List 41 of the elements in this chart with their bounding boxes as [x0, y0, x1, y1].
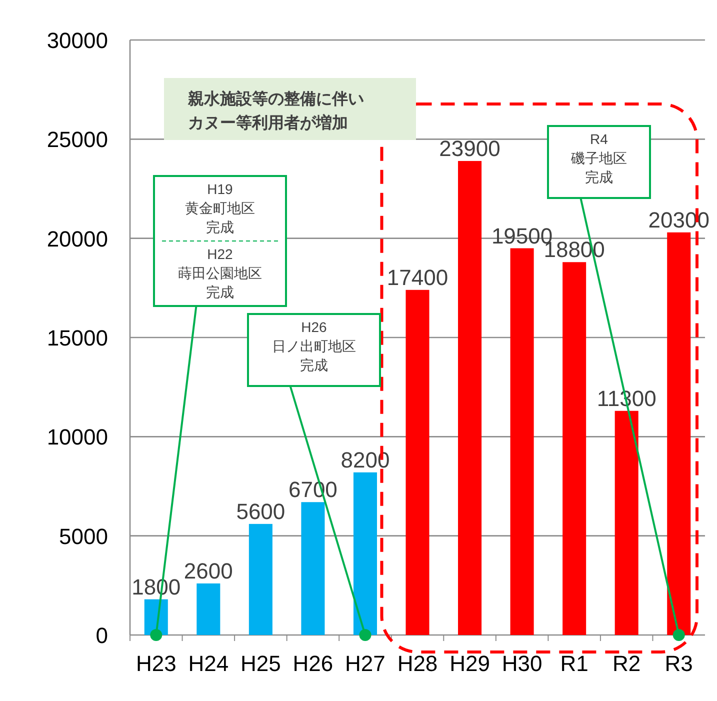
data-label: 23900	[439, 136, 500, 161]
x-tick-label: H27	[345, 651, 386, 676]
y-tick-label: 30000	[46, 28, 108, 53]
y-tick-label: 5000	[59, 524, 108, 549]
annotation: R4 磯子地区完成	[570, 131, 627, 185]
x-tick-label: H30	[502, 651, 542, 676]
bar	[562, 262, 586, 635]
note-box: 親水施設等の整備に伴いカヌー等利用者が増加	[164, 78, 416, 140]
y-tick-label: 15000	[46, 326, 108, 350]
y-tick-label: 25000	[46, 127, 108, 152]
callout-box: R4 磯子地区完成	[547, 125, 651, 199]
bar	[248, 524, 272, 635]
annotation: H22 蒔田公園地区完成	[178, 246, 262, 300]
annotation: H26 日ノ出町地区完成	[272, 319, 356, 373]
y-tick-label: 0	[96, 623, 108, 648]
x-tick-label: H23	[136, 651, 176, 676]
bar	[301, 502, 325, 635]
y-tick-label: 20000	[46, 226, 108, 252]
x-tick-label: R2	[612, 651, 641, 676]
x-tick-label: H24	[188, 651, 229, 676]
bar	[510, 248, 534, 635]
bar	[458, 160, 482, 635]
x-tick-label: R1	[560, 651, 588, 676]
annotation: 親水施設等の整備に伴いカヌー等利用者が増加	[187, 90, 364, 132]
callout-box: H19 黄金町地区完成 H22 蒔田公園地区完成	[153, 175, 287, 307]
data-label: 20300	[648, 207, 710, 232]
annotation: H19 黄金町地区完成	[185, 181, 255, 235]
data-label: 2600	[184, 558, 233, 584]
callout-box: H26 日ノ出町地区完成	[247, 313, 381, 387]
bar	[196, 583, 220, 635]
data-label: 17400	[386, 264, 448, 290]
x-tick-label: R3	[664, 651, 693, 676]
x-tick-label: H28	[397, 651, 438, 676]
x-tick-label: H26	[292, 651, 334, 676]
bar	[614, 410, 638, 635]
bar	[406, 290, 430, 635]
x-tick-label: H25	[240, 651, 281, 676]
y-tick-label: 10000	[46, 424, 108, 450]
x-tick-label: H29	[450, 651, 490, 676]
data-label: 8200	[340, 447, 390, 472]
data-label: 5600	[236, 498, 286, 524]
